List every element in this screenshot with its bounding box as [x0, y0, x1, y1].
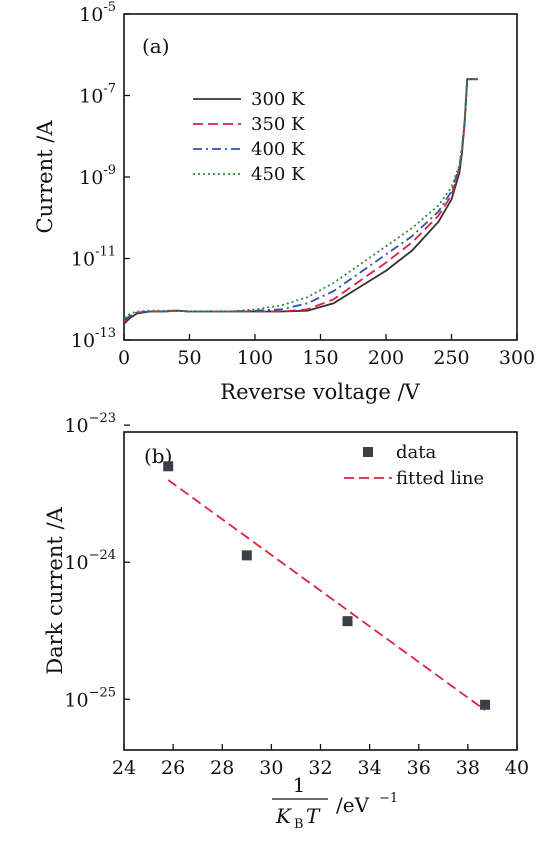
y-tick-exponent: -5: [103, 0, 116, 15]
series-group-a: [123, 78, 478, 325]
x-axis-label-unit: /eV: [336, 793, 370, 817]
x-axis-label-numerator: 1: [293, 773, 306, 797]
legend-label: fitted line: [396, 468, 484, 489]
y-tick-base: 10: [64, 415, 88, 437]
legend-label: 450 K: [251, 164, 305, 185]
y-tick-label: 10-9: [79, 163, 116, 189]
x-tick-label: 26: [161, 757, 185, 779]
y-tick-base: 10: [79, 4, 103, 26]
legend-label: 400 K: [251, 139, 305, 160]
series-group-b: [163, 461, 491, 711]
legend-label: 300 K: [251, 89, 305, 110]
panel-a: (a) 0 50 100 150 200 250 300 10-510-710-910-11…: [33, 0, 535, 404]
y-tick-label: 10−23: [64, 411, 116, 437]
x-tick-label: 24: [112, 757, 136, 779]
y-tick-base: 10: [71, 330, 95, 352]
y-tick-base: 10: [71, 249, 95, 271]
y-tick-label: 10−25: [64, 685, 116, 711]
data-point: [342, 616, 353, 627]
y-tick-label: 10-13: [71, 326, 116, 352]
x-tick-label: 40: [505, 757, 529, 779]
series-line-450-k: [123, 78, 478, 319]
y-tick-label: 10−24: [64, 548, 116, 574]
y-tick-base: 10: [64, 689, 88, 711]
x-tick-label: 34: [358, 757, 382, 779]
x-ticks-a: 0 50 100 150 200 250 300: [118, 334, 535, 369]
x-tick-label: 30: [259, 757, 283, 779]
x-axis-label-T: T: [306, 804, 321, 828]
x-ticks-b: 24 26 28 30 32 34 36 38 40: [112, 744, 529, 779]
y-axis-label-b: Dark current /A: [43, 506, 67, 674]
x-tick-label: 50: [177, 347, 201, 369]
legend-label: 350 K: [251, 114, 305, 135]
x-tick-label: 32: [308, 757, 332, 779]
y-tick-label: 10-11: [71, 245, 116, 271]
y-tick-exponent: −23: [89, 411, 116, 426]
legend-label: data: [396, 442, 436, 463]
x-axis-label-a: Reverse voltage /V: [220, 380, 420, 404]
x-axis-label-subscript: B: [294, 817, 304, 832]
y-axis-label-a: Current /A: [33, 120, 57, 234]
x-tick-label: 28: [210, 757, 234, 779]
y-tick-exponent: -13: [95, 326, 116, 341]
x-axis-label-b: 1 K B T /eV −1: [272, 773, 398, 832]
x-tick-label: 150: [302, 347, 338, 369]
y-tick-label: 10-7: [79, 82, 116, 108]
x-axis-label-unit-sup: −1: [379, 791, 398, 806]
y-tick-base: 10: [64, 552, 88, 574]
y-tick-exponent: -11: [95, 245, 116, 260]
x-tick-label: 36: [407, 757, 431, 779]
legend-marker: [363, 447, 373, 457]
data-point: [163, 461, 174, 472]
panel-label-a: (a): [142, 34, 170, 58]
x-tick-label: 100: [237, 347, 273, 369]
x-tick-label: 200: [368, 347, 404, 369]
y-tick-exponent: -7: [103, 82, 116, 97]
x-tick-label: 300: [499, 347, 535, 369]
legend-b: data fitted line: [344, 442, 484, 489]
y-tick-exponent: −25: [89, 685, 116, 700]
x-tick-label: 38: [456, 757, 480, 779]
x-tick-label: 250: [433, 347, 469, 369]
legend-a: 300 K 350 K 400 K 450 K: [193, 89, 305, 185]
y-tick-exponent: −24: [89, 548, 116, 563]
x-axis-label-K: K: [275, 804, 292, 828]
series-line-fitted-line: [167, 479, 486, 711]
y-tick-base: 10: [79, 86, 103, 108]
y-tick-exponent: -9: [103, 163, 116, 178]
y-tick-base: 10: [79, 167, 103, 189]
x-tick-label: 0: [118, 347, 130, 369]
data-point: [480, 699, 491, 710]
data-point: [241, 550, 252, 561]
y-tick-label: 10-5: [79, 0, 116, 26]
